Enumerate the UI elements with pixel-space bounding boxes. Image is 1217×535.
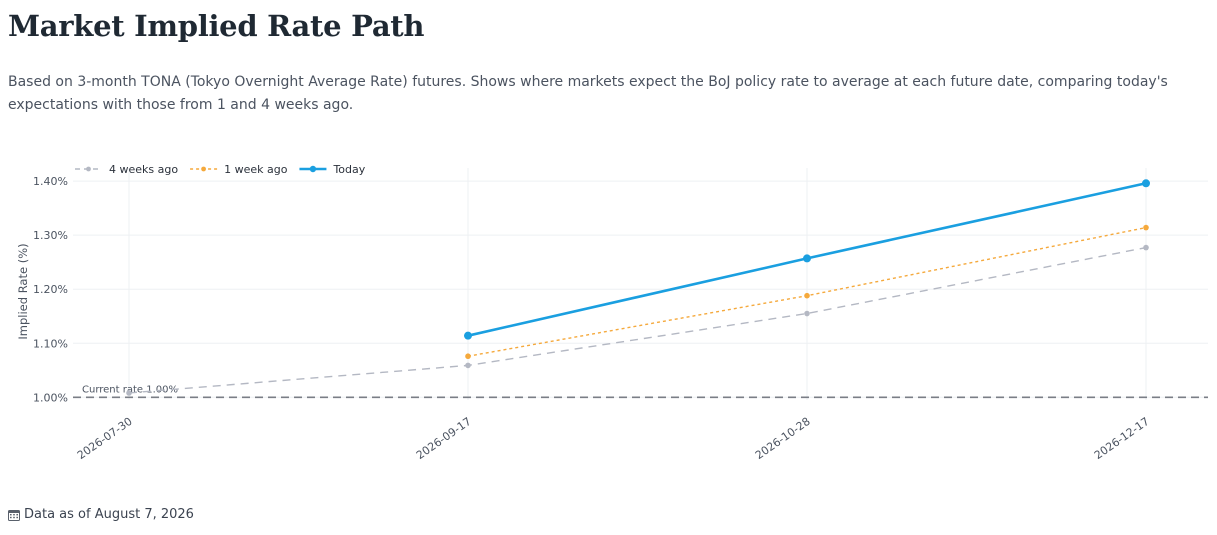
current-rate-label: Current rate 1.00% bbox=[82, 384, 178, 395]
page-title: Market Implied Rate Path bbox=[8, 9, 425, 43]
x-tick-label: 2026-09-17 bbox=[414, 415, 474, 462]
y-tick-label: 1.20% bbox=[33, 283, 68, 296]
y-axis-label: Implied Rate (%) bbox=[16, 243, 30, 339]
legend-label-1-week-ago: 1 week ago bbox=[224, 163, 288, 176]
data-point-1-week-ago bbox=[465, 353, 471, 360]
data-as-of-text: Data as of August 7, 2026 bbox=[24, 507, 194, 522]
series-line-4-weeks-ago bbox=[128, 246, 1147, 394]
rate-path-chart: 1.00% 1.10% 1.20% 1.30% 1.40% Implied Rate (%… bbox=[16, 163, 1208, 462]
data-point-today bbox=[464, 331, 472, 340]
y-tick-label: 1.30% bbox=[33, 229, 68, 242]
y-tick-label: 1.00% bbox=[33, 391, 68, 404]
legend-marker-1-week-ago bbox=[201, 166, 206, 172]
calendar-icon bbox=[8, 510, 20, 521]
data-point-1-week-ago bbox=[804, 292, 810, 299]
data-point-today bbox=[803, 254, 811, 263]
legend-marker-today bbox=[309, 165, 317, 173]
data-point-4-weeks-ago bbox=[465, 362, 471, 369]
x-tick-label: 2026-10-28 bbox=[753, 415, 813, 462]
data-point-4-weeks-ago bbox=[1143, 244, 1149, 251]
legend-label-today: Today bbox=[332, 163, 365, 176]
legend-marker-4-weeks-ago bbox=[86, 166, 91, 172]
legend-label-4-weeks-ago: 4 weeks ago bbox=[109, 163, 178, 176]
data-point-today bbox=[1142, 179, 1150, 188]
data-point-4-weeks-ago bbox=[126, 390, 132, 396]
data-point-4-weeks-ago bbox=[804, 310, 810, 317]
y-tick-label: 1.10% bbox=[33, 337, 68, 350]
x-tick-label: 2026-07-30 bbox=[75, 415, 135, 462]
data-point-1-week-ago bbox=[1143, 224, 1149, 231]
x-tick-label: 2026-12-17 bbox=[1092, 415, 1152, 462]
data-as-of-note: Data as of August 7, 2026 bbox=[8, 506, 194, 524]
y-tick-label: 1.40% bbox=[33, 175, 68, 188]
page-subtitle: Based on 3-month TONA (Tokyo Overnight A… bbox=[8, 74, 1168, 113]
